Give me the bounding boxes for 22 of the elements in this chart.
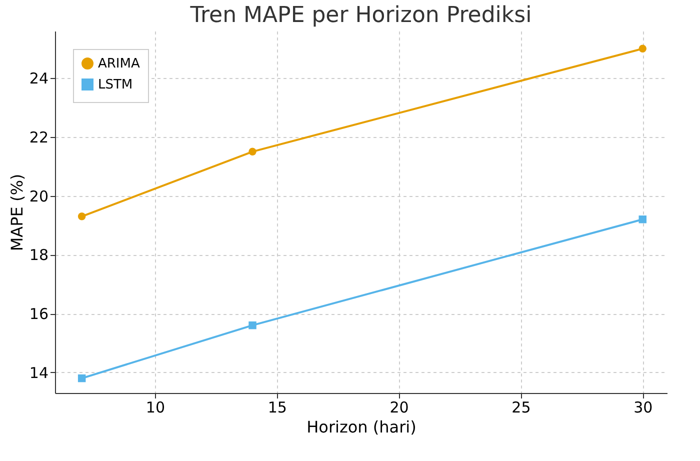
point xyxy=(248,148,256,156)
legend-label: LSTM xyxy=(98,78,133,92)
legend-label: ARIMA xyxy=(98,56,140,72)
point xyxy=(248,321,256,330)
point xyxy=(78,212,86,220)
y-tick-label: 22 xyxy=(29,128,48,146)
x-tick-label: 30 xyxy=(634,398,653,416)
y-tick-label: 24 xyxy=(29,70,48,88)
y-axis-title: MAPE (%) xyxy=(7,174,26,252)
chart-title: Tren MAPE per Horizon Prediksi xyxy=(189,3,532,28)
point xyxy=(638,215,646,224)
x-tick-label: 20 xyxy=(390,398,409,416)
x-tick-label: 15 xyxy=(268,398,287,416)
y-tick-label: 14 xyxy=(29,364,48,382)
point xyxy=(78,374,86,382)
y-tick-label: 20 xyxy=(29,187,48,206)
x-axis-title: Horizon (hari) xyxy=(306,418,416,436)
x-tick-label: 10 xyxy=(146,398,166,416)
x-tick-label: 25 xyxy=(512,398,531,416)
y-tick-label: 18 xyxy=(29,246,48,264)
point xyxy=(638,44,646,53)
y-tick-label: 16 xyxy=(29,305,48,324)
